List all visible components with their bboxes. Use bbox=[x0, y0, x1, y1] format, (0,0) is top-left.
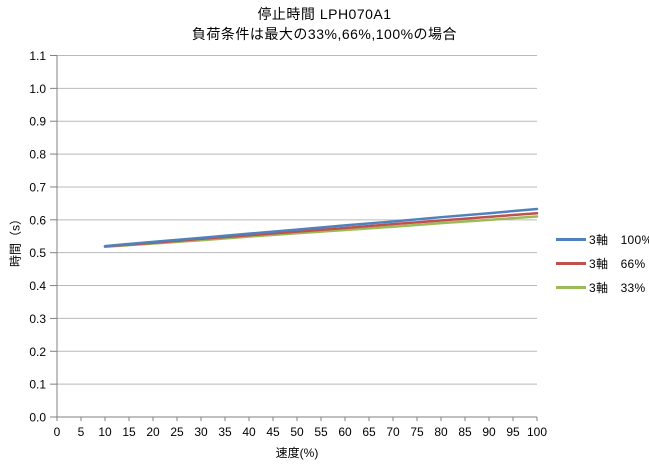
legend-label: 3軸 33% bbox=[589, 280, 646, 295]
x-tick-label: 30 bbox=[194, 425, 208, 439]
y-tick-label: 0.7 bbox=[29, 180, 46, 194]
x-tick-label: 10 bbox=[98, 425, 112, 439]
y-tick-label: 0.9 bbox=[29, 115, 46, 129]
x-tick-label: 0 bbox=[54, 425, 61, 439]
x-tick-label: 5 bbox=[78, 425, 85, 439]
x-tick-label: 45 bbox=[266, 425, 280, 439]
y-tick-label: 0.2 bbox=[29, 345, 46, 359]
y-tick-label: 0.8 bbox=[29, 148, 46, 162]
legend-line-marker bbox=[556, 237, 586, 241]
y-tick-label: 0.0 bbox=[29, 411, 46, 425]
x-tick-label: 50 bbox=[290, 425, 304, 439]
y-tick-label: 1.1 bbox=[29, 49, 46, 63]
y-axis-label: 時間（s） bbox=[8, 212, 23, 268]
x-tick-label: 55 bbox=[314, 425, 328, 439]
legend-item: 3軸 100% bbox=[556, 227, 649, 251]
x-tick-label: 20 bbox=[146, 425, 160, 439]
chart-title: 停止時間 LPH070A1 bbox=[257, 6, 392, 22]
x-tick-label: 35 bbox=[218, 425, 232, 439]
x-tick-label: 40 bbox=[242, 425, 256, 439]
legend-label: 3軸 100% bbox=[589, 232, 649, 247]
x-tick-label: 65 bbox=[362, 425, 376, 439]
x-tick-label: 75 bbox=[410, 425, 424, 439]
legend: 3軸 100% 3軸 66% 3軸 33% bbox=[556, 227, 649, 299]
legend-label: 3軸 66% bbox=[589, 256, 646, 271]
x-tick-label: 90 bbox=[482, 425, 496, 439]
y-tick-label: 0.6 bbox=[29, 213, 46, 227]
y-tick-label: 1.0 bbox=[29, 82, 46, 96]
y-tick-label: 0.4 bbox=[29, 279, 46, 293]
x-tick-label: 100 bbox=[527, 425, 547, 439]
y-tick-label: 0.1 bbox=[29, 378, 46, 392]
chart-subtitle: 負荷条件は最大の33%,66%,100%の場合 bbox=[191, 26, 458, 42]
y-tick-label: 0.5 bbox=[29, 246, 46, 260]
x-tick-label: 25 bbox=[170, 425, 184, 439]
legend-line-marker bbox=[556, 261, 586, 265]
x-tick-label: 60 bbox=[338, 425, 352, 439]
x-axis-label: 速度(%) bbox=[275, 446, 319, 460]
legend-item: 3軸 33% bbox=[556, 275, 649, 299]
x-tick-label: 80 bbox=[434, 425, 448, 439]
legend-line-marker bbox=[556, 285, 586, 289]
y-tick-label: 0.3 bbox=[29, 312, 46, 326]
x-tick-label: 15 bbox=[122, 425, 136, 439]
x-tick-label: 70 bbox=[386, 425, 400, 439]
x-tick-label: 85 bbox=[458, 425, 472, 439]
x-tick-label: 95 bbox=[506, 425, 520, 439]
series-line bbox=[103, 207, 539, 248]
legend-item: 3軸 66% bbox=[556, 251, 649, 275]
